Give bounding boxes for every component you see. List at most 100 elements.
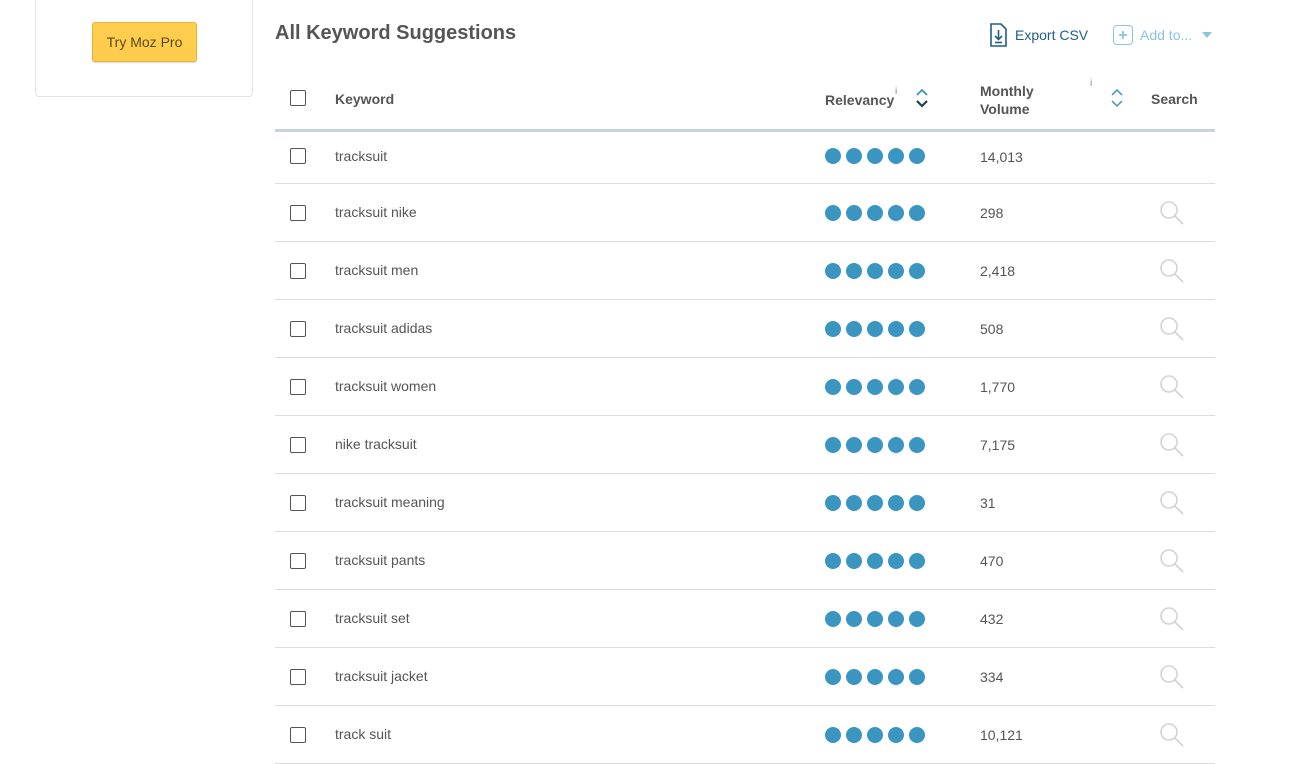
relevancy-dot xyxy=(888,437,904,453)
row-checkbox[interactable] xyxy=(290,321,306,337)
relevancy-dot xyxy=(909,148,925,164)
relevancy-dot xyxy=(825,553,841,569)
keyword-cell: tracksuit set xyxy=(335,610,410,626)
table-row: tracksuit meaning 31 xyxy=(275,474,1215,532)
relevancy-dot xyxy=(909,611,925,627)
relevancy-dot xyxy=(888,495,904,511)
row-checkbox[interactable] xyxy=(290,553,306,569)
keyword-table: Keyword Relevancy i Monthly Volume i S xyxy=(275,66,1215,764)
search-icon[interactable] xyxy=(1159,432,1185,461)
table-row: tracksuit adidas 508 xyxy=(275,300,1215,358)
relevancy-dot xyxy=(909,437,925,453)
relevancy-info-icon[interactable]: i xyxy=(895,86,898,97)
row-checkbox[interactable] xyxy=(290,379,306,395)
relevancy-dot xyxy=(846,379,862,395)
relevancy-dot xyxy=(909,495,925,511)
relevancy-dot xyxy=(846,205,862,221)
keyword-cell: tracksuit pants xyxy=(335,552,426,568)
column-header-monthly-volume[interactable]: Monthly Volume xyxy=(980,82,1034,118)
relevancy-dot xyxy=(846,495,862,511)
table-row: tracksuit women 1,770 xyxy=(275,358,1215,416)
row-checkbox[interactable] xyxy=(290,727,306,743)
relevancy-dot xyxy=(825,321,841,337)
relevancy-dot xyxy=(825,379,841,395)
export-csv-button[interactable]: Export CSV xyxy=(989,22,1088,48)
search-icon[interactable] xyxy=(1159,548,1185,577)
relevancy-sort-icon[interactable] xyxy=(915,88,929,111)
relevancy-dot xyxy=(846,611,862,627)
search-icon[interactable] xyxy=(1159,490,1185,519)
table-row: tracksuit set 432 xyxy=(275,590,1215,648)
row-checkbox[interactable] xyxy=(290,437,306,453)
relevancy-dot xyxy=(846,148,862,164)
keyword-cell: tracksuit xyxy=(335,148,388,164)
row-checkbox[interactable] xyxy=(290,205,306,221)
relevancy-rating xyxy=(825,437,930,453)
volume-header-line1: Monthly xyxy=(980,83,1034,99)
column-header-keyword[interactable]: Keyword xyxy=(335,91,395,107)
monthly-volume-cell: 508 xyxy=(980,321,1004,337)
keyword-cell: tracksuit nike xyxy=(335,204,417,220)
relevancy-dot xyxy=(846,669,862,685)
relevancy-dot xyxy=(846,321,862,337)
relevancy-rating xyxy=(825,205,930,221)
keyword-cell: track suit xyxy=(335,726,392,742)
monthly-volume-cell: 298 xyxy=(980,205,1004,221)
search-icon[interactable] xyxy=(1159,258,1185,287)
keyword-cell: tracksuit adidas xyxy=(335,320,433,336)
monthly-volume-cell: 432 xyxy=(980,611,1004,627)
column-header-relevancy[interactable]: Relevancy xyxy=(825,92,895,108)
relevancy-dot xyxy=(909,263,925,279)
search-icon[interactable] xyxy=(1159,316,1185,345)
export-csv-label: Export CSV xyxy=(1015,27,1089,43)
search-icon[interactable] xyxy=(1159,374,1185,403)
page-title: All Keyword Suggestions xyxy=(275,22,517,44)
relevancy-dot xyxy=(888,611,904,627)
volume-sort-icon[interactable] xyxy=(1110,88,1124,111)
search-icon[interactable] xyxy=(1159,200,1185,229)
row-checkbox[interactable] xyxy=(290,263,306,279)
table-header: Keyword Relevancy i Monthly Volume i S xyxy=(275,66,1215,132)
relevancy-dot xyxy=(909,669,925,685)
relevancy-dot xyxy=(825,205,841,221)
relevancy-rating xyxy=(825,669,930,685)
relevancy-dot xyxy=(867,669,883,685)
relevancy-dot xyxy=(867,263,883,279)
monthly-volume-cell: 1,770 xyxy=(980,379,1016,395)
relevancy-dot xyxy=(825,669,841,685)
relevancy-rating xyxy=(825,553,930,569)
relevancy-dot xyxy=(867,727,883,743)
relevancy-dot xyxy=(909,321,925,337)
select-all-checkbox[interactable] xyxy=(290,90,306,106)
relevancy-dot xyxy=(888,553,904,569)
search-icon[interactable] xyxy=(1159,664,1185,693)
try-moz-pro-button[interactable]: Try Moz Pro xyxy=(92,22,197,62)
relevancy-dot xyxy=(825,263,841,279)
row-checkbox[interactable] xyxy=(290,611,306,627)
relevancy-dot xyxy=(867,437,883,453)
search-icon[interactable] xyxy=(1159,606,1185,635)
row-checkbox[interactable] xyxy=(290,148,306,164)
search-icon[interactable] xyxy=(1159,722,1185,751)
table-row: track suit 10,121 xyxy=(275,706,1215,764)
keyword-cell: tracksuit jacket xyxy=(335,668,428,684)
add-to-label: Add to... xyxy=(1140,27,1193,43)
relevancy-dot xyxy=(888,379,904,395)
relevancy-rating xyxy=(825,727,930,743)
relevancy-dot xyxy=(888,263,904,279)
keyword-cell: tracksuit meaning xyxy=(335,494,445,510)
keyword-cell: tracksuit women xyxy=(335,378,437,394)
row-checkbox[interactable] xyxy=(290,669,306,685)
volume-header-line2: Volume xyxy=(980,101,1030,117)
add-to-dropdown[interactable]: Add to... xyxy=(1113,22,1213,48)
relevancy-dot xyxy=(846,263,862,279)
relevancy-rating xyxy=(825,148,930,164)
monthly-volume-cell: 14,013 xyxy=(980,149,1023,165)
table-row: nike tracksuit 7,175 xyxy=(275,416,1215,474)
relevancy-rating xyxy=(825,379,930,395)
relevancy-dot xyxy=(888,205,904,221)
row-checkbox[interactable] xyxy=(290,495,306,511)
column-header-search: Search xyxy=(1151,91,1198,107)
monthly-volume-cell: 470 xyxy=(980,553,1004,569)
volume-info-icon[interactable]: i xyxy=(1090,78,1093,89)
